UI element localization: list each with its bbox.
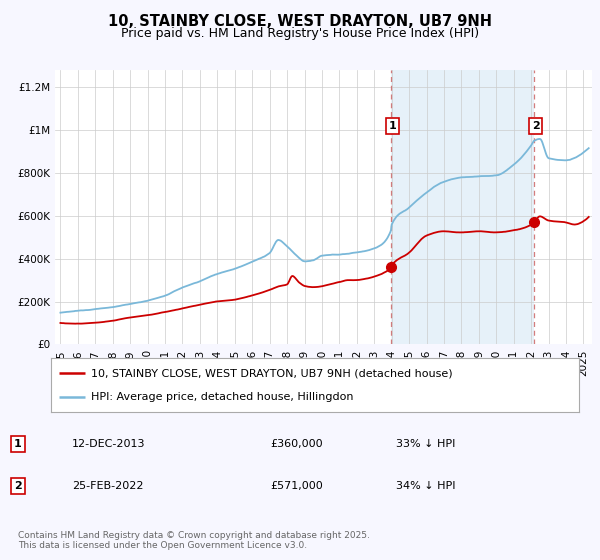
Text: Contains HM Land Registry data © Crown copyright and database right 2025.
This d: Contains HM Land Registry data © Crown c… — [18, 530, 370, 550]
Text: 2: 2 — [14, 481, 22, 491]
Text: £571,000: £571,000 — [270, 481, 323, 491]
Text: 10, STAINBY CLOSE, WEST DRAYTON, UB7 9NH (detached house): 10, STAINBY CLOSE, WEST DRAYTON, UB7 9NH… — [91, 368, 452, 379]
Text: 2: 2 — [532, 121, 539, 130]
Text: 25-FEB-2022: 25-FEB-2022 — [72, 481, 143, 491]
Text: 1: 1 — [14, 439, 22, 449]
Text: HPI: Average price, detached house, Hillingdon: HPI: Average price, detached house, Hill… — [91, 391, 353, 402]
Text: Price paid vs. HM Land Registry's House Price Index (HPI): Price paid vs. HM Land Registry's House … — [121, 27, 479, 40]
Text: 12-DEC-2013: 12-DEC-2013 — [72, 439, 146, 449]
Text: 34% ↓ HPI: 34% ↓ HPI — [396, 481, 455, 491]
Text: 10, STAINBY CLOSE, WEST DRAYTON, UB7 9NH: 10, STAINBY CLOSE, WEST DRAYTON, UB7 9NH — [108, 14, 492, 29]
Text: 33% ↓ HPI: 33% ↓ HPI — [396, 439, 455, 449]
Text: £360,000: £360,000 — [270, 439, 323, 449]
Text: 1: 1 — [389, 121, 397, 130]
Bar — [391, 70, 534, 344]
